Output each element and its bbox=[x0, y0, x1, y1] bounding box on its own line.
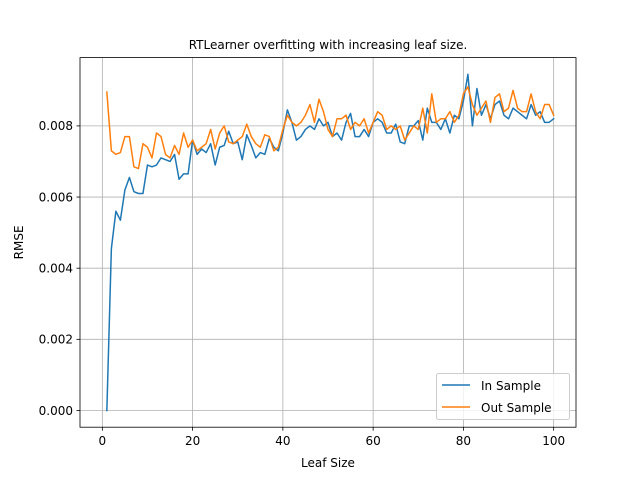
legend: In Sample Out Sample bbox=[436, 373, 570, 420]
y-tick-label: 0.004 bbox=[39, 261, 73, 275]
y-tick-label: 0.002 bbox=[39, 333, 73, 347]
x-tick-label: 100 bbox=[542, 434, 565, 448]
y-tick-label: 0.000 bbox=[39, 404, 73, 418]
legend-label-out-sample: Out Sample bbox=[481, 401, 552, 415]
y-tick-label: 0.008 bbox=[39, 119, 73, 133]
axis-ticks: 0 20 40 60 80 100 0.000 0.002 0.004 0.006 0.008 bbox=[39, 119, 565, 448]
x-tick-label: 20 bbox=[185, 434, 200, 448]
chart-title: RTLearner overfitting with increasing le… bbox=[189, 38, 468, 52]
x-tick-label: 60 bbox=[365, 434, 380, 448]
series-line-out-sample bbox=[106, 86, 555, 170]
y-axis-label: RMSE bbox=[12, 225, 26, 259]
series-lines bbox=[106, 73, 555, 412]
legend-label-in-sample: In Sample bbox=[481, 379, 541, 393]
plot-area bbox=[80, 57, 576, 428]
grid-lines bbox=[80, 57, 576, 428]
series-line-in-sample bbox=[106, 73, 555, 412]
x-axis-label: Leaf Size bbox=[301, 456, 355, 470]
x-tick-label: 80 bbox=[456, 434, 471, 448]
y-tick-label: 0.006 bbox=[39, 190, 73, 204]
x-tick-label: 40 bbox=[275, 434, 290, 448]
plot-frame bbox=[79, 57, 577, 428]
x-tick-label: 0 bbox=[99, 434, 107, 448]
